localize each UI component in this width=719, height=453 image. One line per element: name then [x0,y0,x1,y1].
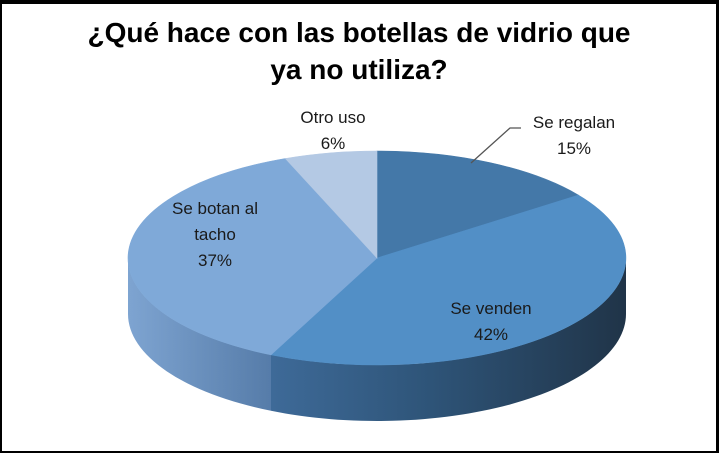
chart-title: ¿Qué hace con las botellas de vidrio que… [87,17,631,85]
slice-label-se-venden: Se venden 42% [421,296,561,348]
slice-percent-text: 6% [320,134,346,153]
slice-label-se-regalan: Se regalan 15% [504,110,644,162]
pie-chart [127,127,627,421]
slice-percent-text: 42% [473,325,509,344]
pie-slice-se-venden [270,194,627,366]
slice-label-text: Se botan al tacho [171,199,258,244]
slice-label-text: Se venden [450,299,532,318]
slice-label-se-botan-al-tacho: Se botan al tacho 37% [145,196,285,274]
se-regalan-leader-line [470,127,521,164]
slice-percent-text: 37% [197,251,233,270]
slice-percent-text: 15% [556,139,592,158]
slice-label-text: Otro uso [300,108,366,127]
pie-side-se-venden [271,258,626,421]
slice-label-otro-uso: Otro uso 6% [263,105,403,157]
pie-slice-se-botan-al-tacho [127,158,378,356]
pie-side-se-botan-al-tacho [128,258,271,411]
slice-label-text: Se regalan [532,113,616,132]
pie-slice-otro-uso [284,150,378,259]
pie-slice-se-regalan [376,150,580,259]
